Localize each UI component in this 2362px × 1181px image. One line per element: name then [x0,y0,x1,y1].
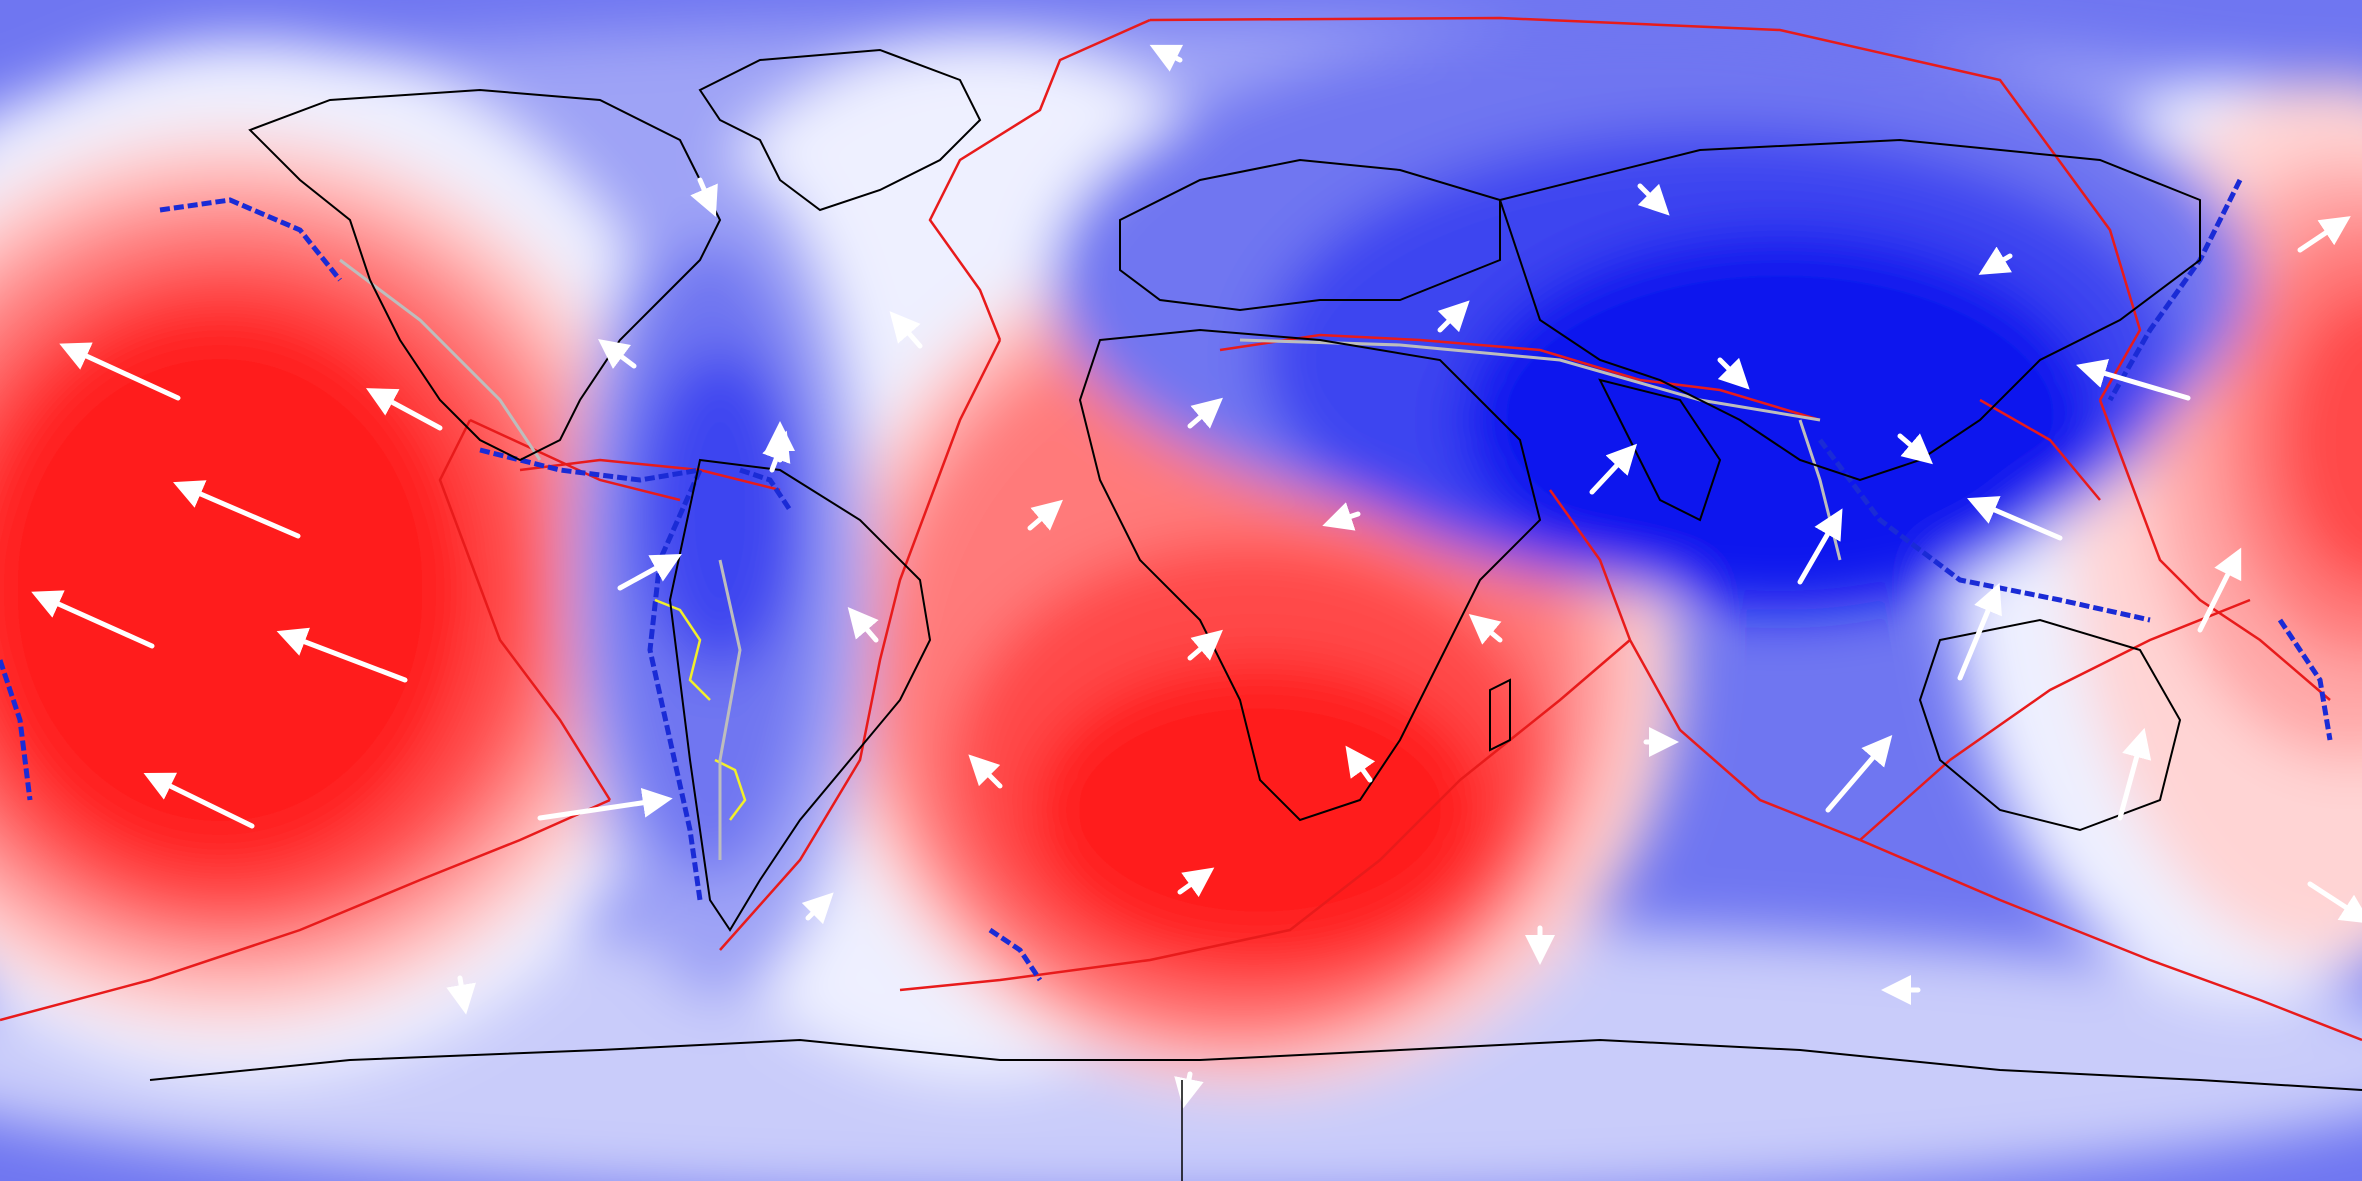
field-contours [0,20,2362,1181]
velocity-arrow [1177,867,1215,898]
velocity-arrow [968,754,1003,789]
plate-boundary-arctic [1149,16,2142,401]
americas-low [570,160,870,1000]
velocity-arrows [31,44,2362,1109]
velocity-arrow [1978,246,2013,275]
velocity-arrow [1825,735,1893,813]
plate-boundary-west-pacific [2098,399,2331,701]
subduction-andes [647,468,703,901]
subduction-indonesia [1818,438,2151,623]
plate-boundary-nazca [469,418,681,502]
velocity-arrow [173,480,301,539]
plate-boundary-southwest-indian [899,639,1631,992]
pacific-high [0,130,670,1030]
velocity-arrow [690,177,718,217]
coast-north-america [248,88,722,462]
velocity-arrow [1174,1071,1204,1109]
coast-asia [1498,138,2201,482]
velocity-arrow [2197,547,2242,633]
velocity-arrow [276,627,408,683]
velocity-arrow [1322,502,1361,531]
orogen-andes [718,559,742,860]
velocity-arrow [1957,582,2002,681]
velocity-arrow [1345,745,1376,783]
velocity-arrow [1027,499,1063,531]
velocity-arrow [1589,443,1638,495]
velocity-arrow [1717,357,1750,390]
plate-boundary-southeast-indian [1859,598,2251,841]
coast-antarctica [149,1038,2362,1091]
coast-madagascar [1489,678,1511,752]
coast-europe [1119,158,1501,312]
velocity-arrow [1637,183,1670,216]
velocity-arrow [617,553,682,591]
velocity-arrow [598,339,637,369]
subduction-aleutian [159,197,342,282]
velocity-arrow [2117,727,2152,821]
subduction-left-edge [0,659,33,801]
velocity-arrow [1149,44,1184,72]
coast-greenland [698,48,982,212]
velocity-arrow [1187,629,1223,661]
plate-boundary-tethys [1219,333,1821,422]
coast-africa [1078,328,1542,822]
velocity-arrow [59,342,181,401]
orogen-alpine-himalaya [1239,338,1821,422]
velocity-arrow [1437,300,1470,333]
subduction-zones [0,178,2333,982]
orogen-rockies [339,258,542,461]
velocity-arrow [847,607,879,643]
velocity-arrow [2076,359,2191,401]
plate-boundary-north-atlantic [928,18,1151,341]
velocity-arrow [2297,216,2351,253]
plate-boundary-australian [1859,838,2362,1042]
plate-boundary-pacific-antarctic [0,798,611,1022]
velocity-arrow [1187,397,1223,429]
subduction-tonga [2277,618,2333,741]
subduction-japan [2107,178,2243,402]
plate-boundary-east-pacific-rise [438,419,612,801]
velocity-arrow [1797,508,1843,585]
plate-boundary-indian-ocean [1548,489,1861,842]
velocity-arrow [889,311,923,349]
velocity-arrow [1468,613,1503,645]
plate-boundaries [0,16,2362,1042]
coast-india [1598,378,1722,522]
plate-boundary-philippine [1979,398,2101,501]
velocity-arrow [31,590,155,649]
velocity-arrow [1967,496,2063,541]
velocity-arrow [1897,433,1933,465]
velocity-arrow [801,892,834,925]
slab-contour-chile [714,758,747,821]
velocity-arrow [2307,881,2362,924]
velocity-arrow [365,388,443,431]
velocity-arrow [537,787,673,821]
subduction-scotia [988,927,1043,982]
plate-boundary-mid-atlantic [719,339,1002,951]
plate-boundary-caribbean [519,458,781,492]
coast-south-america [668,458,932,932]
subduction-caribbean [739,467,793,512]
velocity-arrow [143,772,255,829]
velocity-arrow [446,975,476,1015]
velocity-arrow [762,430,791,473]
